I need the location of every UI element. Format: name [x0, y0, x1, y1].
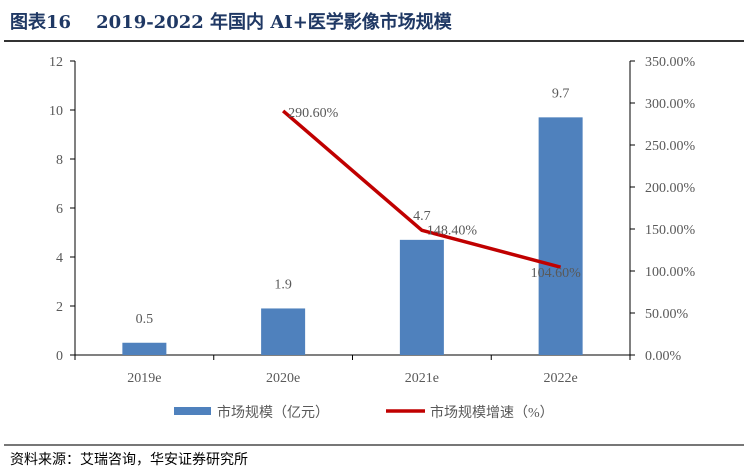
- right-tick-label: 150.00%: [645, 223, 696, 238]
- right-tick-label: 200.00%: [645, 181, 696, 196]
- bar-data-label: 4.7: [413, 209, 431, 224]
- legend-bar-label: 市场规模（亿元）: [217, 404, 329, 421]
- bar: [399, 239, 444, 355]
- left-tick-label: 8: [56, 153, 63, 168]
- right-tick-label: 300.00%: [645, 97, 696, 112]
- right-tick-label: 50.00%: [645, 307, 689, 322]
- right-tick-label: 0.00%: [645, 349, 682, 364]
- source-divider: [4, 444, 744, 446]
- line-data-label: 104.60%: [531, 266, 582, 281]
- line-data-label: 290.60%: [288, 106, 339, 121]
- bar: [538, 117, 583, 355]
- left-tick-label: 6: [56, 202, 63, 217]
- left-tick-label: 4: [56, 251, 63, 266]
- left-tick-label: 12: [49, 55, 63, 70]
- growth-line: [281, 109, 562, 269]
- right-tick-label: 250.00%: [645, 139, 696, 154]
- legend-bar-swatch: [174, 407, 211, 415]
- x-tick-label: 2019e: [127, 371, 161, 386]
- chart-title: 图表16 2019-2022 年国内 AI+医学影像市场规模: [10, 12, 452, 33]
- bar-data-label: 9.7: [552, 86, 570, 101]
- bar-data-label: 1.9: [274, 277, 292, 292]
- right-tick-label: 100.00%: [645, 265, 696, 280]
- source-note: 资料来源：艾瑞咨询，华安证券研究所: [10, 452, 248, 468]
- line-data-label: 148.40%: [427, 223, 478, 238]
- bar-data-label: 0.5: [136, 312, 154, 327]
- bar: [261, 308, 306, 355]
- legend-line-label: 市场规模增速（%）: [430, 404, 554, 421]
- x-tick-label: 2020e: [266, 371, 300, 386]
- title-divider: [4, 40, 744, 42]
- left-tick-label: 0: [56, 349, 63, 364]
- x-tick-label: 2021e: [405, 371, 439, 386]
- right-tick-label: 350.00%: [645, 55, 696, 70]
- left-tick-label: 10: [49, 104, 63, 119]
- bar: [122, 342, 167, 355]
- left-tick-label: 2: [56, 300, 63, 315]
- x-tick-label: 2022e: [544, 371, 578, 386]
